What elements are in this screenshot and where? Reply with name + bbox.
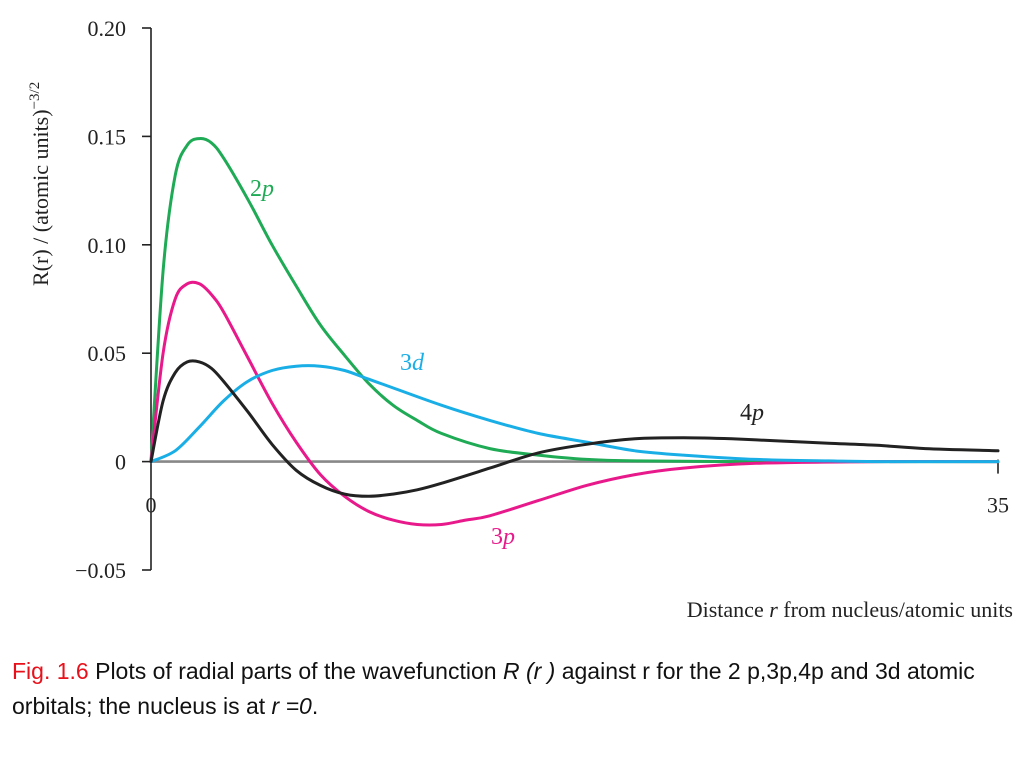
series-label-number: 3	[491, 524, 503, 550]
caption-text-1: Plots of radial parts of the wavefunctio…	[88, 658, 503, 684]
caption-italic-1: R (r )	[502, 658, 556, 684]
figure-caption: Fig. 1.6 Plots of radial parts of the wa…	[12, 654, 1016, 724]
series-label-3d: 3d	[400, 350, 425, 376]
y-axis-title-text: R(r) / (atomic units)	[28, 109, 53, 286]
series-label-number: 2	[250, 176, 262, 202]
x-ticks: 0 35	[146, 493, 1010, 518]
series-label-letter: p	[501, 524, 515, 550]
x-axis-title-post: from nucleus/atomic units	[778, 597, 1013, 622]
y-ticks: 0.20 0.15 0.10 0.05 0 −0.05	[75, 16, 151, 583]
series-label-2p: 2p	[250, 176, 274, 202]
y-tick-label: 0	[115, 450, 126, 475]
series-line-3p	[149, 280, 1000, 527]
x-tick-label: 35	[987, 493, 1009, 518]
caption-italic-2: r =0	[271, 693, 312, 719]
series-label-letter: d	[412, 350, 425, 376]
x-axis-title-pre: Distance	[687, 597, 769, 622]
series-label-letter: p	[260, 176, 274, 202]
y-tick-label: −0.05	[75, 558, 126, 583]
x-tick-label: 0	[146, 493, 157, 518]
series-line-2p	[149, 137, 1000, 464]
y-tick-label: 0.05	[88, 341, 127, 366]
y-tick-label: 0.20	[88, 16, 127, 41]
y-axis-title-exponent: −3/2	[27, 82, 43, 110]
series-label-number: 3	[400, 350, 412, 376]
caption-figure-label: Fig. 1.6	[12, 658, 89, 684]
series-label-number: 4	[740, 400, 752, 426]
series-label-letter: p	[750, 400, 764, 426]
series-line-4p	[149, 359, 1000, 498]
series-label-3p: 3p	[491, 524, 515, 550]
x-axis-title: Distance r from nucleus/atomic units	[687, 597, 1013, 622]
series-label-4p: 4p	[740, 400, 764, 426]
x-axis-title-var: r	[769, 597, 778, 622]
y-tick-label: 0.10	[88, 233, 127, 258]
caption-text-3: .	[311, 693, 319, 719]
series-lines	[149, 137, 1000, 527]
caption-text-2: against r for the 2 p,3p,4p and 3d atomi…	[12, 658, 975, 719]
y-tick-label: 0.15	[88, 124, 127, 149]
y-axis-title: R(r) / (atomic units)−3/2	[27, 82, 53, 286]
